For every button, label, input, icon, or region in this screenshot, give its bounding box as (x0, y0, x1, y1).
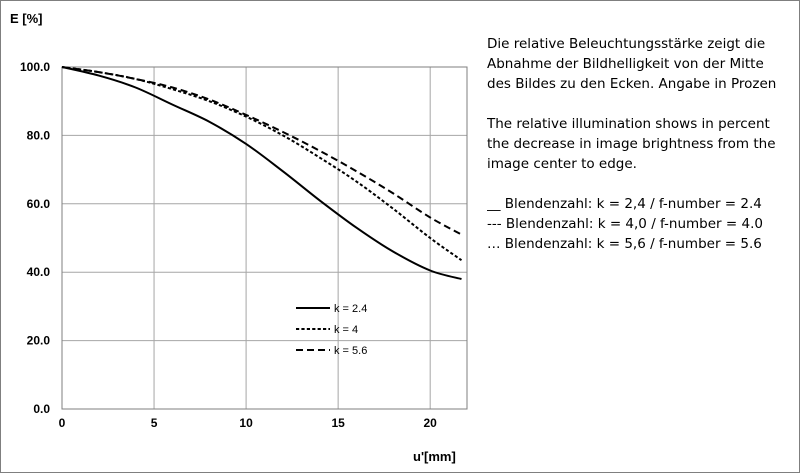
description-english: The relative illumination shows in perce… (487, 114, 798, 174)
y-tick-label: 20.0 (27, 334, 51, 348)
desc-de-line: Abnahme der Bildhelligkeit von der Mitte (487, 56, 764, 72)
desc-en-line: the decrease in image brightness from th… (487, 136, 776, 152)
x-tick-label: 20 (424, 416, 438, 430)
legend-label: k = 5.6 (334, 345, 367, 357)
series-lines (61, 66, 463, 280)
series-line-2 (61, 66, 463, 262)
desc-de-line: des Bildes zu den Ecken. Angabe in Proze… (487, 76, 777, 92)
y-axis-title: E [%] (10, 11, 43, 26)
description-panel: Die relative Beleuchtungsstärke zeigt di… (487, 34, 798, 254)
series-line-1 (61, 66, 462, 280)
legend: k = 2.4 k = 4 k = 5.6 (296, 303, 367, 357)
description-german: Die relative Beleuchtungsstärke zeigt di… (487, 34, 798, 94)
y-tick-labels: 0.0 20.0 40.0 60.0 80.0 100.0 (20, 60, 50, 416)
fnumber-note: --- Blendenzahl: k = 4,0 / f-number = 4.… (487, 216, 763, 232)
desc-en-line: image center to edge. (487, 156, 637, 172)
x-tick-label: 5 (151, 416, 158, 430)
y-tick-label: 100.0 (20, 60, 50, 74)
legend-label: k = 4 (334, 324, 358, 336)
legend-label: k = 2.4 (334, 303, 367, 315)
y-tick-label: 40.0 (27, 265, 51, 279)
x-tick-labels: 0 5 10 15 20 (59, 416, 438, 430)
x-tick-label: 10 (239, 416, 253, 430)
desc-de-line: Die relative Beleuchtungsstärke zeigt di… (487, 36, 766, 52)
plot-area-border (61, 66, 468, 410)
y-tick-label: 60.0 (27, 197, 51, 211)
series-line-3 (61, 66, 462, 236)
y-tick-label: 80.0 (27, 128, 51, 142)
x-axis-title: u'[mm] (413, 449, 456, 464)
fnumber-note: … Blendenzahl: k = 5,6 / f-number = 5.6 (487, 236, 762, 252)
y-tick-label: 0.0 (33, 402, 50, 416)
grid-lines (62, 66, 467, 409)
fnumber-note: __ Blendenzahl: k = 2,4 / f-number = 2.4 (487, 196, 762, 212)
x-tick-label: 15 (331, 416, 345, 430)
desc-en-line: The relative illumination shows in perce… (487, 116, 770, 132)
x-tick-label: 0 (59, 416, 66, 430)
